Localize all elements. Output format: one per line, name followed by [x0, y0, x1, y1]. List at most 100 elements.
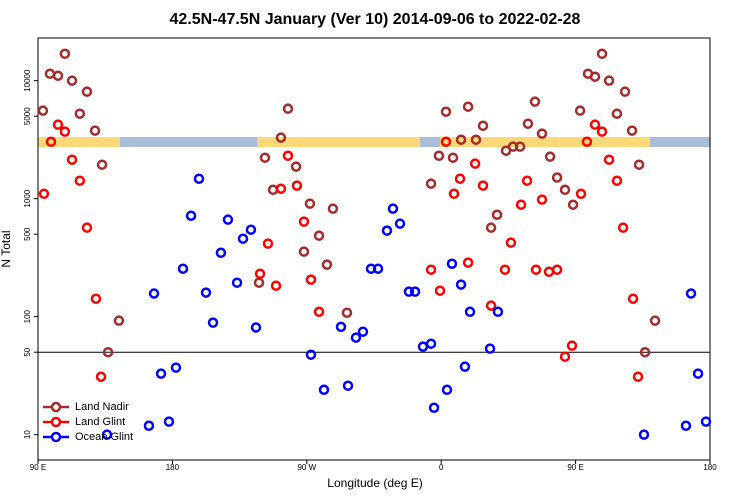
- point: [536, 194, 548, 205]
- point: [155, 368, 167, 379]
- point: [304, 198, 316, 209]
- point: [459, 361, 471, 372]
- point: [350, 332, 362, 343]
- x-tick-label: 0: [439, 463, 444, 472]
- point: [291, 180, 303, 191]
- point: [638, 429, 650, 440]
- point: [499, 264, 511, 275]
- point: [603, 154, 615, 165]
- point: [425, 264, 437, 275]
- point: [619, 86, 631, 97]
- point: [318, 384, 330, 396]
- point: [66, 75, 78, 86]
- point: [566, 340, 578, 351]
- point: [90, 293, 102, 304]
- point: [680, 420, 692, 432]
- point: [626, 125, 638, 136]
- point: [305, 274, 317, 285]
- point: [200, 287, 212, 298]
- legend-marker: [50, 401, 62, 413]
- x-tick-label: 90 E: [567, 463, 583, 472]
- point: [462, 101, 474, 112]
- point: [177, 263, 189, 274]
- point: [298, 246, 310, 257]
- point: [514, 141, 526, 152]
- point: [403, 286, 415, 297]
- point: [96, 159, 108, 170]
- point: [484, 343, 496, 354]
- point: [215, 247, 227, 259]
- point: [559, 184, 571, 196]
- point: [113, 315, 125, 326]
- point: [290, 161, 302, 172]
- point: [529, 96, 541, 107]
- point: [530, 264, 542, 275]
- surface-band: [38, 137, 710, 147]
- point: [231, 277, 243, 288]
- point: [567, 199, 579, 210]
- band-ocean: [650, 137, 710, 147]
- point: [59, 126, 71, 137]
- point: [52, 119, 64, 130]
- point: [574, 105, 586, 116]
- band-land: [38, 137, 120, 147]
- series: [101, 173, 712, 440]
- point: [259, 152, 271, 163]
- point: [692, 368, 704, 379]
- y-tick-label: 1000: [23, 189, 32, 207]
- point: [425, 178, 437, 189]
- x-axis-label: Longitude (deg E): [327, 476, 422, 490]
- point: [74, 108, 86, 119]
- point: [440, 106, 452, 117]
- point: [441, 384, 453, 396]
- point: [89, 125, 101, 136]
- point: [455, 134, 467, 145]
- point: [342, 380, 354, 391]
- x-tick-label: 90 E: [30, 463, 46, 472]
- point: [521, 175, 533, 186]
- point: [589, 119, 601, 130]
- chart-title: 42.5N-47.5N January (Ver 10) 2014-09-06 …: [170, 11, 581, 28]
- point: [305, 349, 317, 360]
- point: [313, 306, 325, 318]
- point: [575, 188, 587, 200]
- legend-label: Land Glint: [75, 416, 125, 428]
- legend-label: Land Nadir: [75, 401, 129, 413]
- point: [81, 86, 93, 97]
- point: [649, 315, 661, 326]
- point: [581, 136, 593, 147]
- point: [327, 203, 339, 214]
- point: [464, 306, 476, 318]
- point: [485, 300, 497, 311]
- point: [101, 429, 113, 440]
- point: [434, 285, 446, 296]
- point: [37, 105, 49, 116]
- point: [95, 371, 107, 382]
- point: [262, 238, 274, 249]
- point: [551, 172, 563, 183]
- point: [237, 233, 249, 244]
- point: [462, 257, 474, 268]
- point: [551, 264, 563, 275]
- point: [627, 293, 639, 304]
- point: [536, 128, 548, 139]
- point: [485, 222, 497, 233]
- point: [428, 402, 440, 414]
- point: [66, 154, 78, 165]
- point: [425, 338, 437, 349]
- legend-marker: [50, 416, 62, 428]
- y-tick-label: 50: [23, 347, 32, 356]
- point: [38, 188, 50, 200]
- y-axis-label: N Total: [0, 230, 13, 267]
- band-land: [440, 137, 650, 147]
- point: [639, 346, 651, 358]
- series: [38, 119, 644, 382]
- y-tick-label: 5000: [23, 107, 32, 125]
- point: [170, 362, 182, 373]
- legend: Land Nadir Land Glint Ocean Glint: [43, 401, 133, 443]
- point: [102, 346, 114, 358]
- point: [321, 259, 333, 270]
- point: [250, 322, 262, 333]
